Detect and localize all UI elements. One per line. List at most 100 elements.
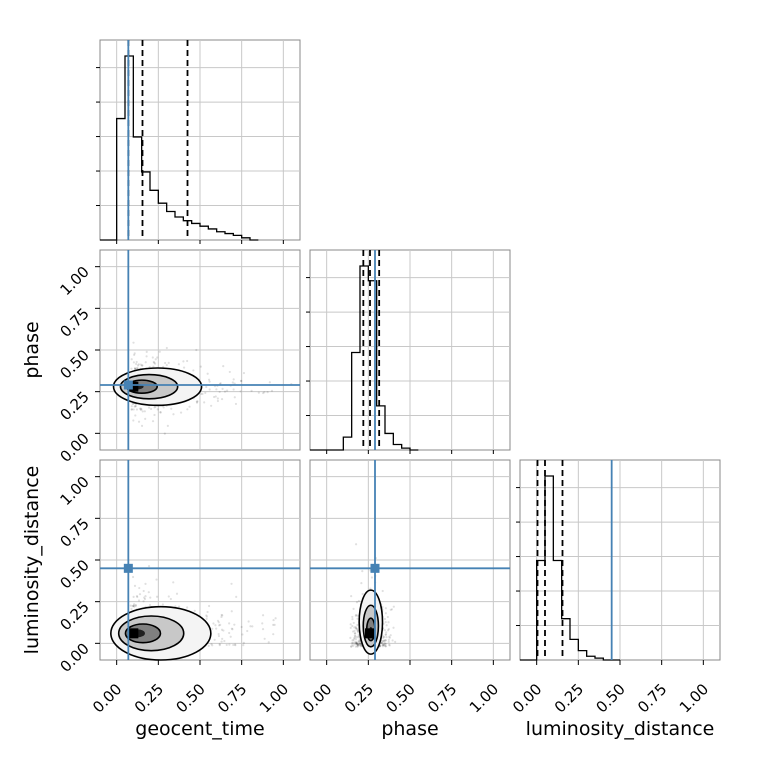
- scatter-point: [384, 633, 387, 636]
- scatter-point: [239, 379, 243, 382]
- scatter-point: [356, 629, 359, 632]
- density-contours: [358, 589, 384, 655]
- scatter-point: [142, 589, 145, 593]
- scatter-point: [130, 367, 133, 370]
- scatter-point: [385, 631, 388, 634]
- scatter-point: [352, 641, 355, 644]
- scatter-point: [354, 614, 358, 617]
- scatter-point: [354, 627, 358, 630]
- scatter-point: [355, 642, 358, 645]
- scatter-point: [352, 637, 356, 640]
- scatter-point: [138, 593, 142, 596]
- y-tick-label: 0.75: [56, 304, 92, 340]
- x-tick-label: 0.50: [172, 680, 208, 716]
- scatter-point: [205, 617, 208, 620]
- scatter-point: [352, 638, 355, 642]
- scatter-point: [211, 644, 214, 647]
- scatter-point: [155, 578, 158, 581]
- scatter-point: [354, 635, 357, 638]
- scatter-point: [388, 635, 391, 638]
- scatter-point: [382, 635, 385, 638]
- scatter-point: [380, 641, 383, 645]
- scatter-point: [357, 599, 360, 603]
- scatter-point: [144, 361, 147, 364]
- scatter-point: [356, 645, 359, 648]
- scatter-point: [182, 360, 185, 363]
- scatter-point: [130, 405, 133, 408]
- x-tick-label: 0.00: [299, 680, 335, 716]
- scatter-point: [380, 641, 384, 645]
- scatter-point: [353, 636, 356, 639]
- scatter-point: [381, 640, 384, 643]
- scatter-point: [131, 575, 135, 579]
- scatter-point: [349, 626, 352, 629]
- x-axis-label-luminosity-distance: luminosity_distance: [526, 718, 715, 740]
- y-tick-label: 0.00: [56, 639, 92, 675]
- scatter-point: [351, 624, 354, 628]
- diag-panel-geocent-time: [96, 39, 301, 241]
- scatter-point: [361, 592, 364, 596]
- scatter-point: [172, 581, 175, 584]
- scatter-point: [220, 628, 224, 631]
- scatter-point: [249, 625, 252, 628]
- scatter-point: [350, 641, 354, 644]
- scatter-point: [384, 642, 387, 646]
- x-tick-label: 0.25: [341, 680, 377, 716]
- scatter-point: [130, 607, 133, 610]
- scatter-point: [212, 622, 215, 625]
- scatter-point: [392, 605, 395, 608]
- scatter-point: [218, 644, 221, 647]
- scatter-point: [233, 396, 236, 399]
- scatter-point: [357, 639, 360, 643]
- scatter-point: [354, 645, 358, 648]
- scatter-point: [384, 633, 388, 636]
- scatter-point: [349, 636, 352, 639]
- scatter-point: [389, 608, 392, 611]
- scatter-point: [133, 584, 137, 587]
- scatter-point: [206, 372, 209, 375]
- scatter-point: [356, 643, 360, 646]
- scatter-point: [272, 633, 275, 636]
- scatter-point: [356, 642, 359, 646]
- scatter-point: [388, 636, 391, 639]
- scatter-point: [234, 643, 237, 646]
- diag-panel-luminosity-distance: [516, 459, 721, 661]
- scatter-point: [383, 644, 386, 647]
- scatter-point: [222, 629, 225, 632]
- scatter-point: [351, 644, 355, 648]
- scatter-point: [353, 643, 356, 646]
- scatter-point: [355, 641, 358, 644]
- scatter-point: [383, 617, 387, 621]
- scatter-point: [218, 624, 221, 627]
- scatter-point: [130, 358, 133, 361]
- scatter-point: [151, 420, 155, 423]
- scatter-point: [355, 636, 358, 639]
- histogram-phase: [310, 265, 419, 451]
- scatter-point: [358, 643, 361, 646]
- scatter-point: [389, 634, 392, 637]
- scatter-point: [273, 623, 276, 626]
- scatter-point: [188, 405, 191, 408]
- scatter-point: [132, 408, 135, 411]
- scatter-point: [135, 362, 138, 366]
- scatter-point: [153, 406, 156, 409]
- scatter-point: [151, 356, 154, 359]
- scatter-point: [207, 604, 211, 608]
- scatter-point: [230, 627, 234, 630]
- scatter-point: [383, 642, 386, 645]
- scatter-point: [213, 638, 216, 641]
- scatter-point: [251, 625, 254, 628]
- scatter-point: [177, 363, 180, 366]
- scatter-point: [225, 389, 229, 392]
- scatter-point: [221, 637, 224, 640]
- scatter-point: [228, 643, 231, 646]
- scatter-point: [358, 640, 362, 643]
- scatter-point: [388, 643, 391, 646]
- scatter-point: [132, 604, 135, 607]
- scatter-point: [355, 641, 358, 644]
- scatter-point: [357, 635, 360, 638]
- scatter-point: [383, 629, 386, 632]
- scatter-point: [387, 640, 390, 643]
- scatter-point: [133, 367, 137, 370]
- scatter-point: [358, 642, 362, 645]
